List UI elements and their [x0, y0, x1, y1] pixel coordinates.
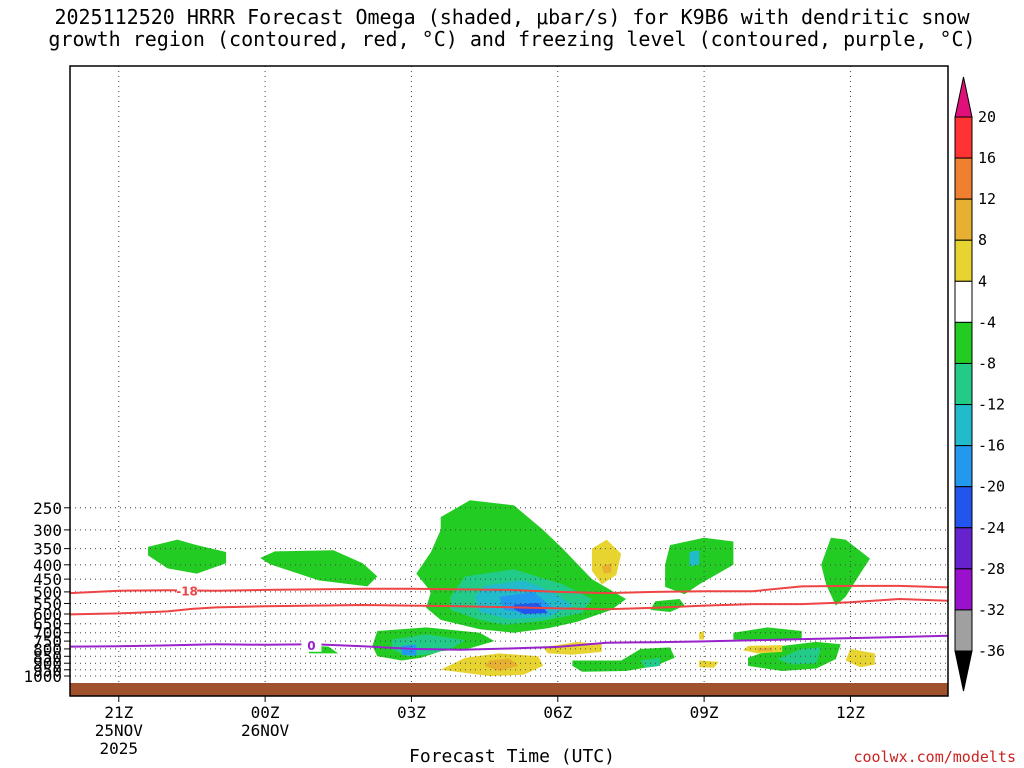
- x-tick-label-21-1: 25NOV: [95, 721, 144, 740]
- colorbar-band-9: [954, 486, 973, 529]
- omega-shaded-region-1: [260, 550, 378, 587]
- y-tick-label-250: 250: [33, 499, 62, 518]
- colorbar-band-12: [954, 609, 973, 652]
- colorbar-tick-label-2: 12: [978, 190, 996, 208]
- omega-shaded-region-30: [845, 648, 875, 668]
- y-tick-label-550: 550: [33, 594, 62, 613]
- colorbar-band-5: [954, 321, 973, 364]
- omega-shaded-region-0: [148, 539, 227, 574]
- colorbar-band-8: [954, 445, 973, 488]
- contour-label-bg-0: [177, 582, 198, 598]
- colorbar-tick-label-1: 16: [978, 149, 996, 167]
- colorbar-tick-label-4: 4: [978, 272, 987, 290]
- omega-shaded-region-25: [733, 627, 802, 641]
- y-tick-label-500: 500: [33, 583, 62, 602]
- title-line-2: growth region (contoured, red, °C) and f…: [48, 27, 976, 51]
- x-tick-label-33-0: 09Z: [690, 703, 719, 722]
- colorbar-over-arrow: [954, 76, 973, 118]
- colorbar-tick-label-11: -28: [978, 560, 1005, 578]
- colorbar-tick-label-10: -24: [978, 519, 1005, 537]
- y-tick-label-850: 850: [33, 647, 62, 666]
- omega-shaded-region-9: [665, 537, 734, 595]
- omega-shaded-region-10: [689, 550, 700, 567]
- contour-line-2: [70, 634, 948, 651]
- colorbar: 20 16 12 8 4 -4 -8 -12 -16 -20 -24 -28 -32 -36: [954, 76, 1005, 692]
- chart-title: 2025112520 HRRR Forecast Omega (shaded, …: [0, 6, 1024, 50]
- y-tick-label-400: 400: [33, 556, 62, 575]
- colorbar-band-10: [954, 527, 973, 570]
- colorbar-tick-label-5: -4: [978, 313, 996, 331]
- y-tick-label-950: 950: [33, 661, 62, 680]
- x-tick-label-30-0: 06Z: [543, 703, 572, 722]
- omega-shaded-region-23: [699, 660, 719, 668]
- omega-shaded-region-29: [757, 647, 773, 652]
- colorbar-band-7: [954, 404, 973, 447]
- omega-shaded-region-12: [821, 537, 870, 606]
- title-line-1: 2025112520 HRRR Forecast Omega (shaded, …: [54, 5, 970, 29]
- x-tick-label-24-0: 00Z: [251, 703, 280, 722]
- colorbar-band-6: [954, 362, 973, 406]
- omega-shaded-region-18: [484, 658, 519, 671]
- plot-frame: [69, 65, 949, 697]
- omega-shaded-region-27: [777, 647, 822, 665]
- y-tick-label-300: 300: [33, 521, 62, 540]
- omega-shaded-region-8: [601, 563, 612, 574]
- x-tick-label-27-0: 03Z: [397, 703, 426, 722]
- colorbar-tick-label-7: -12: [978, 396, 1005, 414]
- omega-shaded-region-24: [699, 631, 705, 640]
- credit-text: coolwx.com/modelts: [853, 748, 1016, 766]
- y-tick-label-700: 700: [33, 624, 62, 643]
- plot-area: -18 0 250 300350400450500550600650700750800…: [23, 65, 949, 758]
- contour-label-0: -18: [176, 585, 198, 599]
- y-tick-label-450: 450: [33, 570, 62, 589]
- x-tick-label-36-0: 12Z: [836, 703, 865, 722]
- contour-line-1: [70, 597, 948, 616]
- plot-inner: -18 0: [70, 66, 948, 696]
- colorbar-band-0: [954, 116, 973, 159]
- colorbar-tick-label-13: -36: [978, 642, 1005, 660]
- colorbar-under-arrow: [954, 650, 973, 692]
- colorbar-band-1: [954, 157, 973, 200]
- contour-label-bg-2: [301, 636, 322, 652]
- y-tick-label-750: 750: [33, 632, 62, 651]
- y-tick-label-600: 600: [33, 605, 62, 624]
- y-tick-label-1000: 1000: [23, 667, 62, 686]
- colorbar-tick-label-3: 8: [978, 231, 987, 249]
- omega-shaded-region-7: [591, 539, 622, 585]
- omega-shaded-region-11: [650, 599, 685, 612]
- colorbar-tick-label-9: -20: [978, 478, 1005, 496]
- y-tick-label-800: 800: [33, 640, 62, 659]
- colorbar-band-11: [954, 568, 973, 611]
- contour-line-0: [70, 584, 948, 595]
- x-tick-label-24-1: 26NOV: [241, 721, 290, 740]
- x-axis-label: Forecast Time (UTC): [409, 746, 615, 767]
- y-tick-label-900: 900: [33, 654, 62, 673]
- contour-label-2: 0: [307, 639, 315, 653]
- colorbar-tick-label-8: -16: [978, 437, 1005, 455]
- ground-strip: [70, 683, 948, 696]
- colorbar-band-4: [954, 280, 973, 323]
- colorbar-band-2: [954, 198, 973, 241]
- colorbar-band-3: [954, 239, 973, 282]
- omega-shaded-region-16: [401, 644, 417, 656]
- y-tick-label-650: 650: [33, 615, 62, 634]
- x-tick-label-21-2: 2025: [100, 739, 139, 758]
- colorbar-tick-label-6: -8: [978, 354, 996, 372]
- colorbar-tick-label-12: -32: [978, 601, 1005, 619]
- x-tick-label-21-0: 21Z: [104, 703, 133, 722]
- colorbar-tick-label-0: 20: [978, 108, 996, 126]
- y-tick-label-350: 350: [33, 540, 62, 559]
